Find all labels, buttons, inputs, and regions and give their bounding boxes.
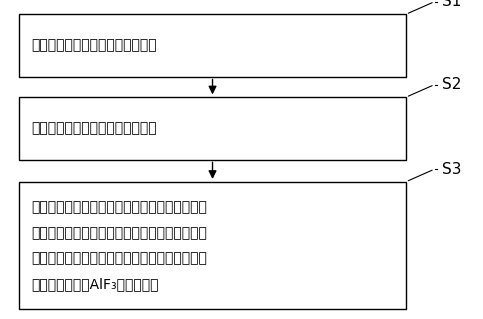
Bar <box>19 182 406 309</box>
Text: S3: S3 <box>442 161 461 177</box>
Text: 第一泵浦激光器产生第一泵浦光；: 第一泵浦激光器产生第一泵浦光； <box>31 39 157 52</box>
Text: 第二泵浦激光器产生第二泵浦光；: 第二泵浦激光器产生第二泵浦光； <box>31 122 157 135</box>
Text: 镜后，分别耦合进入所述双包层掺铒氟化物光纤: 镜后，分别耦合进入所述双包层掺铒氟化物光纤 <box>31 226 207 240</box>
Text: S1: S1 <box>442 0 461 9</box>
Bar <box>19 97 406 160</box>
Text: 所述第一泵浦光与所述第二泵浦光经过所述合束: 所述第一泵浦光与所述第二泵浦光经过所述合束 <box>31 200 207 214</box>
Text: 成激光并由所述AlF₃端帽输出。: 成激光并由所述AlF₃端帽输出。 <box>31 277 159 291</box>
Text: 的内包层和纤芯中，在所述光学谐振腔中振荡形: 的内包层和纤芯中，在所述光学谐振腔中振荡形 <box>31 251 207 265</box>
Text: S2: S2 <box>442 77 461 92</box>
Bar <box>19 14 406 77</box>
